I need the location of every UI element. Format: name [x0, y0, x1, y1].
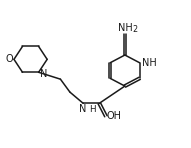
Text: OH: OH	[107, 111, 122, 121]
Text: NH: NH	[142, 58, 156, 68]
Text: O: O	[5, 54, 13, 64]
Text: 2: 2	[132, 25, 137, 34]
Text: N: N	[79, 104, 87, 114]
Text: H: H	[89, 105, 96, 114]
Text: NH: NH	[117, 24, 132, 33]
Text: N: N	[40, 69, 47, 79]
